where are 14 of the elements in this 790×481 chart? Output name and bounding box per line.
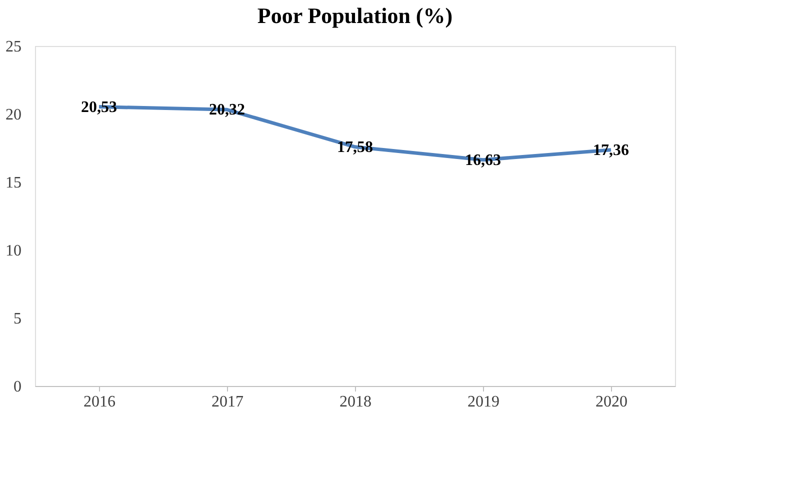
x-tick-label: 2018 (340, 394, 372, 410)
y-tick-label: 10 (6, 242, 22, 260)
x-tick-label: 2016 (84, 394, 116, 410)
chart-title: Poor Population (%) (257, 3, 453, 28)
y-tick-label: 20 (6, 106, 22, 124)
x-tick-label: 2019 (468, 394, 500, 410)
text: 20,53 (81, 98, 117, 116)
text: 17,36 (593, 142, 629, 159)
y-tick-label: 0 (14, 378, 22, 396)
x-tick-label: 2020 (596, 394, 628, 410)
x-tick-label: 2017 (212, 394, 244, 410)
y-tick-label: 15 (6, 174, 22, 192)
y-tick-label: 25 (6, 38, 22, 56)
y-tick-label: 5 (14, 310, 22, 328)
